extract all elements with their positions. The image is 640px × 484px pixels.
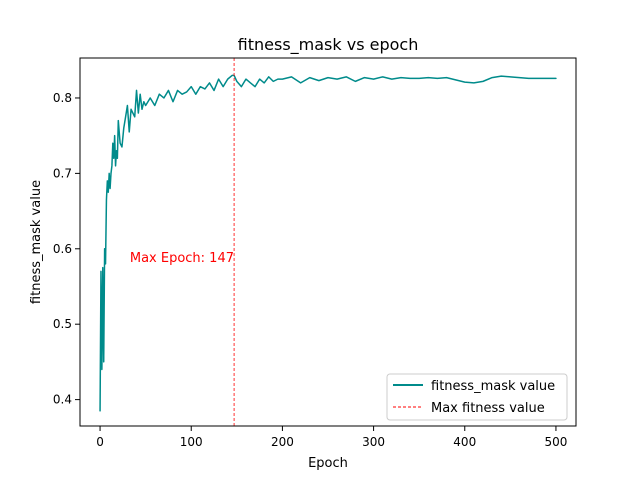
x-axis-ticks: 0 100 200 300 400 500 (96, 426, 567, 449)
x-tick-label: 0 (96, 435, 104, 449)
y-tick-label: 0.7 (53, 166, 72, 180)
legend-box (386, 373, 568, 421)
y-axis-label: fitness_mask value (29, 180, 44, 304)
chart-title: fitness_mask vs epoch (238, 35, 419, 55)
x-tick-label: 200 (271, 435, 294, 449)
y-tick-label: 0.4 (53, 393, 72, 407)
y-axis-ticks: 0.4 0.5 0.6 0.7 0.8 (53, 91, 80, 407)
legend: fitness_mask value Max fitness value (386, 373, 568, 421)
y-tick-label: 0.6 (53, 242, 72, 256)
legend-fitness-label: fitness_mask value (431, 379, 555, 394)
plot-frame (79, 57, 577, 427)
plot-layer (99, 58, 557, 426)
x-tick-label: 300 (362, 435, 385, 449)
max-epoch-annotation: Max Epoch: 147 (130, 251, 234, 266)
x-axis-label: Epoch (308, 456, 348, 471)
y-tick-label: 0.8 (53, 91, 72, 105)
x-tick-label: 400 (453, 435, 476, 449)
y-tick-label: 0.5 (53, 317, 72, 331)
x-tick-label: 100 (180, 435, 203, 449)
legend-max-label: Max fitness value (431, 401, 545, 416)
fitness-mask-series-line (99, 74, 557, 412)
x-tick-label: 500 (544, 435, 567, 449)
